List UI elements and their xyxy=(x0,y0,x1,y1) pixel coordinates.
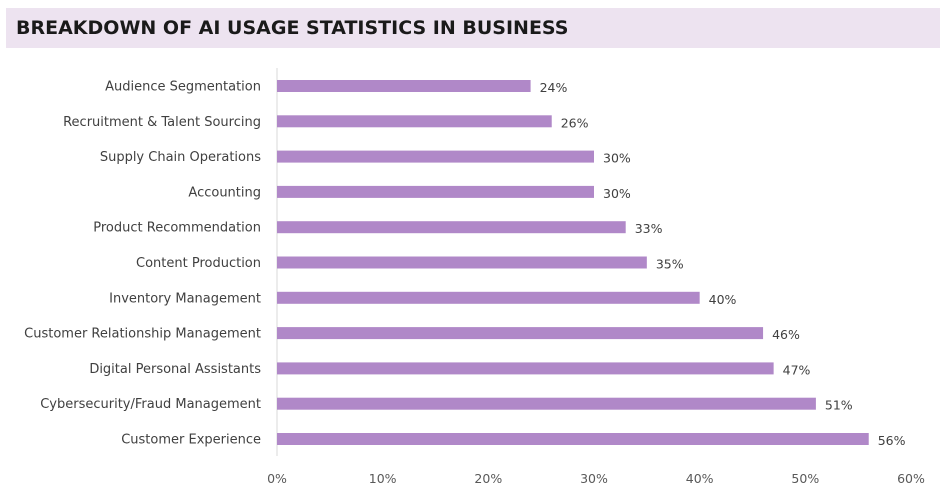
category-label: Customer Relationship Management xyxy=(24,327,261,342)
bar xyxy=(277,221,626,234)
value-label: 24% xyxy=(540,80,568,95)
bar xyxy=(277,256,647,269)
category-label: Product Recommendation xyxy=(93,221,261,236)
value-label: 33% xyxy=(635,221,663,236)
x-tick-label: 10% xyxy=(369,471,397,486)
value-label: 30% xyxy=(603,151,631,166)
value-label: 35% xyxy=(656,257,684,272)
bar xyxy=(277,80,531,92)
value-label: 30% xyxy=(603,186,631,201)
category-label: Cybersecurity/Fraud Management xyxy=(40,397,261,412)
x-tick-label: 30% xyxy=(580,471,608,486)
category-label: Supply Chain Operations xyxy=(100,150,261,165)
x-tick-label: 20% xyxy=(474,471,502,486)
value-label: 47% xyxy=(783,362,811,377)
bar xyxy=(277,433,869,445)
bar xyxy=(277,327,764,340)
category-label: Digital Personal Assistants xyxy=(89,362,261,377)
category-label: Content Production xyxy=(136,256,261,271)
bar xyxy=(277,397,816,410)
x-tick-label: 0% xyxy=(267,471,287,486)
category-label: Recruitment & Talent Sourcing xyxy=(63,115,261,130)
value-label: 26% xyxy=(561,115,589,130)
value-label: 40% xyxy=(709,292,737,307)
bar xyxy=(277,362,774,375)
x-tick-label: 40% xyxy=(686,471,714,486)
category-label: Inventory Management xyxy=(109,291,261,306)
category-label: Customer Experience xyxy=(121,433,261,448)
chart-title: BREAKDOWN OF AI USAGE STATISTICS IN BUSI… xyxy=(16,17,569,39)
title-bar: BREAKDOWN OF AI USAGE STATISTICS IN BUSI… xyxy=(6,8,940,48)
bar xyxy=(277,150,594,163)
x-tick-label: 50% xyxy=(791,471,819,486)
x-tick-label: 60% xyxy=(897,471,925,486)
category-label: Accounting xyxy=(188,185,261,200)
value-label: 46% xyxy=(772,327,800,342)
bar xyxy=(277,115,552,128)
bar xyxy=(277,291,700,304)
category-label: Audience Segmentation xyxy=(105,80,261,95)
value-label: 51% xyxy=(825,398,853,413)
bar xyxy=(277,185,594,198)
value-label: 56% xyxy=(878,433,906,448)
